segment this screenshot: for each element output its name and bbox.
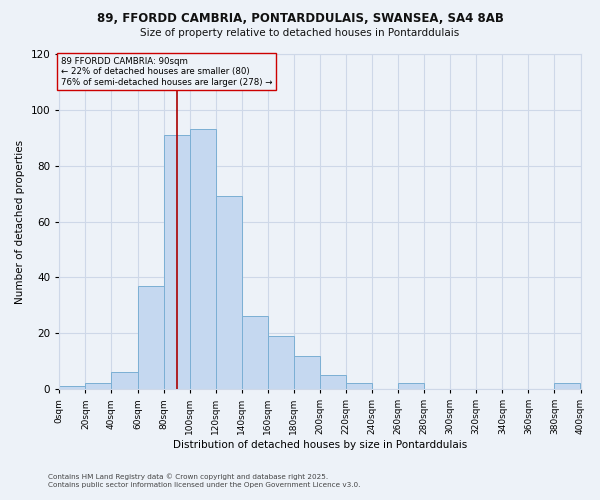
Bar: [346, 384, 372, 389]
Bar: [112, 372, 137, 389]
Text: 89, FFORDD CAMBRIA, PONTARDDULAIS, SWANSEA, SA4 8AB: 89, FFORDD CAMBRIA, PONTARDDULAIS, SWANS…: [97, 12, 503, 26]
Bar: [398, 384, 424, 389]
Bar: [294, 356, 320, 389]
Text: Size of property relative to detached houses in Pontarddulais: Size of property relative to detached ho…: [140, 28, 460, 38]
Y-axis label: Number of detached properties: Number of detached properties: [15, 140, 25, 304]
Bar: [242, 316, 268, 389]
X-axis label: Distribution of detached houses by size in Pontarddulais: Distribution of detached houses by size …: [173, 440, 467, 450]
Bar: [164, 135, 190, 389]
Bar: [268, 336, 294, 389]
Bar: [85, 384, 112, 389]
Text: Contains HM Land Registry data © Crown copyright and database right 2025.
Contai: Contains HM Land Registry data © Crown c…: [48, 473, 361, 488]
Bar: [554, 384, 580, 389]
Bar: [59, 386, 85, 389]
Bar: [215, 196, 242, 389]
Text: 89 FFORDD CAMBRIA: 90sqm
← 22% of detached houses are smaller (80)
76% of semi-d: 89 FFORDD CAMBRIA: 90sqm ← 22% of detach…: [61, 57, 272, 86]
Bar: [137, 286, 164, 389]
Bar: [190, 130, 215, 389]
Bar: [320, 375, 346, 389]
